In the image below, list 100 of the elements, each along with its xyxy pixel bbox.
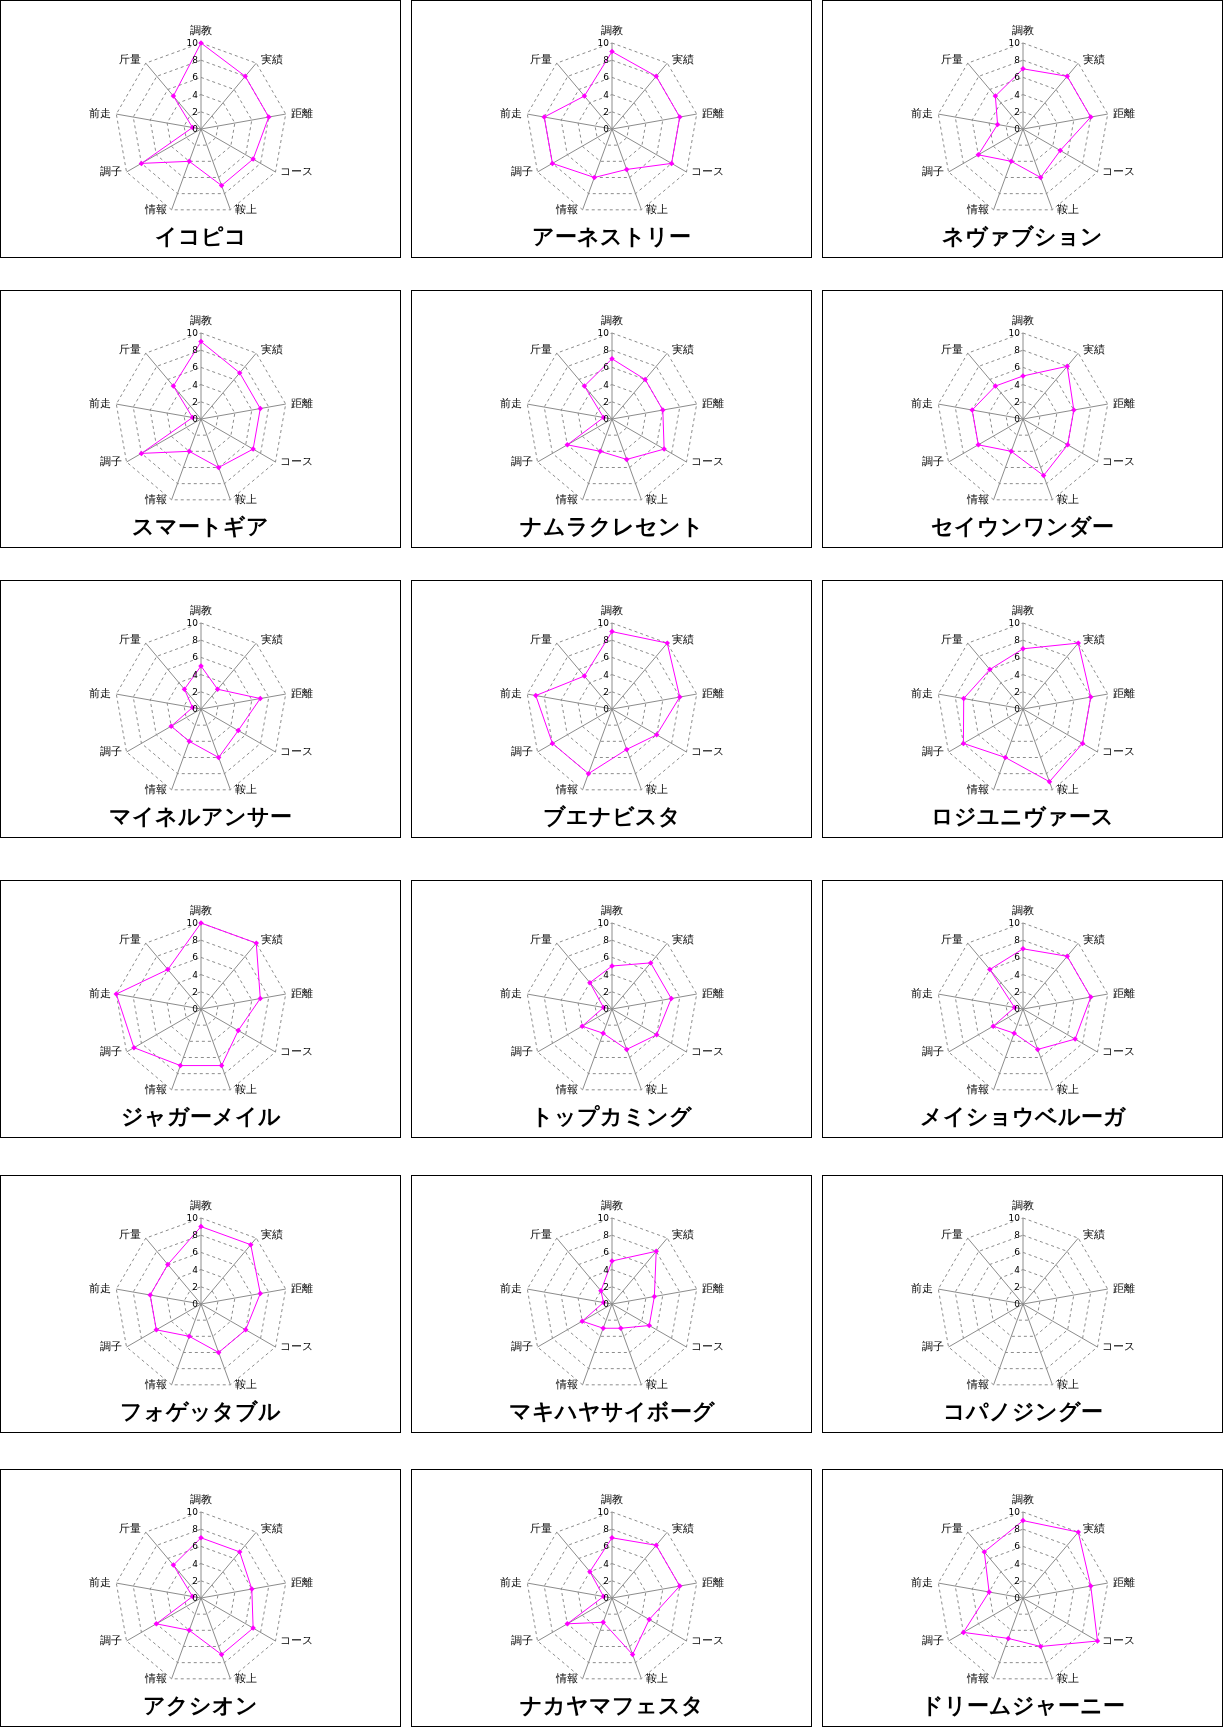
spoke-label: 情報 — [143, 202, 167, 216]
spoke-label: 前走 — [500, 397, 523, 411]
y-tick-label: 8 — [192, 1524, 199, 1535]
spoke-label: コース — [280, 455, 314, 468]
spoke-label: 鞍上 — [235, 1082, 258, 1096]
y-tick-label: 4 — [1014, 969, 1021, 980]
spoke-label: コース — [1102, 745, 1136, 758]
spoke-label: 斤量 — [529, 933, 552, 947]
spoke-label: 情報 — [554, 782, 578, 796]
text: コパノジングー — [942, 1399, 1103, 1424]
spoke-label: 情報 — [143, 492, 167, 506]
y-tick-label: 2 — [603, 106, 609, 117]
spoke-label: 距離 — [290, 687, 313, 701]
spoke-label: 情報 — [965, 782, 989, 796]
spoke-label: 斤量 — [529, 343, 552, 357]
y-tick-label: 10 — [186, 618, 199, 628]
spoke-label: 距離 — [290, 107, 313, 121]
text: ジャガーメイル — [120, 1104, 281, 1129]
spoke-label: 調子 — [99, 1045, 122, 1058]
spoke-label: 実績 — [672, 1522, 695, 1536]
spoke-label: コース — [280, 1634, 314, 1647]
text: メイショウベルーガ — [919, 1104, 1127, 1129]
spoke-label: 情報 — [965, 1671, 989, 1685]
y-tick-label: 0 — [1014, 1593, 1021, 1603]
text: ロジユニヴァース — [931, 804, 1114, 829]
spoke-label: 距離 — [1112, 107, 1135, 121]
spoke-label: 調教 — [601, 1199, 623, 1212]
spoke-label: 調子 — [99, 165, 122, 178]
y-tick-label: 8 — [603, 1524, 610, 1535]
spoke-label: 調教 — [190, 904, 212, 917]
spoke-label: 実績 — [261, 633, 284, 647]
spoke-label: 調教 — [1012, 604, 1034, 617]
y-tick-label: 0 — [192, 1299, 199, 1309]
spoke-label: 距離 — [290, 1282, 313, 1296]
y-tick-label: 6 — [1014, 72, 1021, 83]
spoke-label: 実績 — [1083, 1522, 1106, 1536]
spoke-label: 距離 — [1112, 1576, 1135, 1590]
spoke-label: 調子 — [510, 745, 533, 758]
spoke-label: 調子 — [921, 745, 944, 758]
y-tick-label: 6 — [603, 1247, 610, 1258]
y-tick-label: 8 — [1014, 635, 1021, 646]
spoke-label: 前走 — [89, 1576, 112, 1590]
y-tick-label: 10 — [597, 1213, 610, 1223]
y-tick-label: 4 — [603, 669, 610, 680]
spoke-label: 調子 — [99, 1634, 122, 1647]
y-tick-label: 0 — [603, 124, 610, 134]
spoke-label: コース — [280, 1045, 314, 1058]
y-tick-label: 8 — [1014, 935, 1021, 946]
y-tick-label: 8 — [192, 635, 199, 646]
spoke-label: 情報 — [143, 1082, 167, 1096]
spoke-label: 斤量 — [529, 633, 552, 647]
spoke-label: 情報 — [554, 1082, 578, 1096]
spoke-label: 斤量 — [940, 1228, 963, 1242]
y-tick-label: 10 — [1008, 328, 1021, 338]
spoke-label: 距離 — [1112, 1282, 1135, 1296]
spoke-label: 調子 — [99, 455, 122, 468]
spoke-label: 距離 — [1112, 397, 1135, 411]
spoke-label: 実績 — [1083, 633, 1106, 647]
spoke-label: 調子 — [99, 1340, 122, 1353]
spoke-label: 調教 — [1012, 1493, 1034, 1506]
spoke-label: 情報 — [143, 1671, 167, 1685]
y-tick-label: 8 — [1014, 345, 1021, 356]
spoke-label: 鞍上 — [235, 1377, 258, 1391]
spoke-label: 情報 — [143, 782, 167, 796]
text: ブエナビスタ — [542, 804, 681, 829]
y-tick-label: 10 — [1008, 918, 1021, 928]
spoke-label: 実績 — [261, 933, 284, 947]
y-tick-label: 10 — [186, 38, 199, 48]
spoke-label: 距離 — [701, 397, 724, 411]
spoke-label: 斤量 — [118, 343, 141, 357]
spoke-label: コース — [1102, 455, 1136, 468]
spoke-label: 距離 — [290, 987, 313, 1001]
spoke-label: 距離 — [701, 987, 724, 1001]
y-tick-label: 0 — [603, 1299, 610, 1309]
spoke-label: 距離 — [701, 1576, 724, 1590]
spoke-label: 斤量 — [940, 343, 963, 357]
y-tick-label: 6 — [603, 652, 610, 663]
y-tick-label: 2 — [603, 986, 609, 997]
y-tick-label: 8 — [192, 345, 199, 356]
spoke-label: 鞍上 — [235, 782, 258, 796]
y-tick-label: 2 — [192, 106, 198, 117]
spoke-label: 実績 — [261, 1228, 284, 1242]
spoke-label: 情報 — [965, 492, 989, 506]
spoke-label: 斤量 — [118, 633, 141, 647]
spoke-label: 斤量 — [118, 933, 141, 947]
y-tick-label: 10 — [597, 918, 610, 928]
y-tick-label: 6 — [192, 652, 199, 663]
y-tick-label: 4 — [603, 1264, 610, 1275]
y-tick-label: 4 — [1014, 89, 1021, 100]
spoke-label: コース — [691, 1634, 725, 1647]
y-tick-label: 6 — [192, 1247, 199, 1258]
y-tick-label: 10 — [597, 38, 610, 48]
spoke-label: コース — [280, 745, 314, 758]
spoke-label: 情報 — [554, 492, 578, 506]
y-tick-label: 8 — [192, 55, 199, 66]
text: ネヴァブション — [942, 224, 1103, 249]
y-tick-label: 8 — [192, 1230, 199, 1241]
y-tick-label: 0 — [192, 414, 199, 424]
spoke-label: 前走 — [89, 397, 112, 411]
y-tick-label: 6 — [1014, 362, 1021, 373]
